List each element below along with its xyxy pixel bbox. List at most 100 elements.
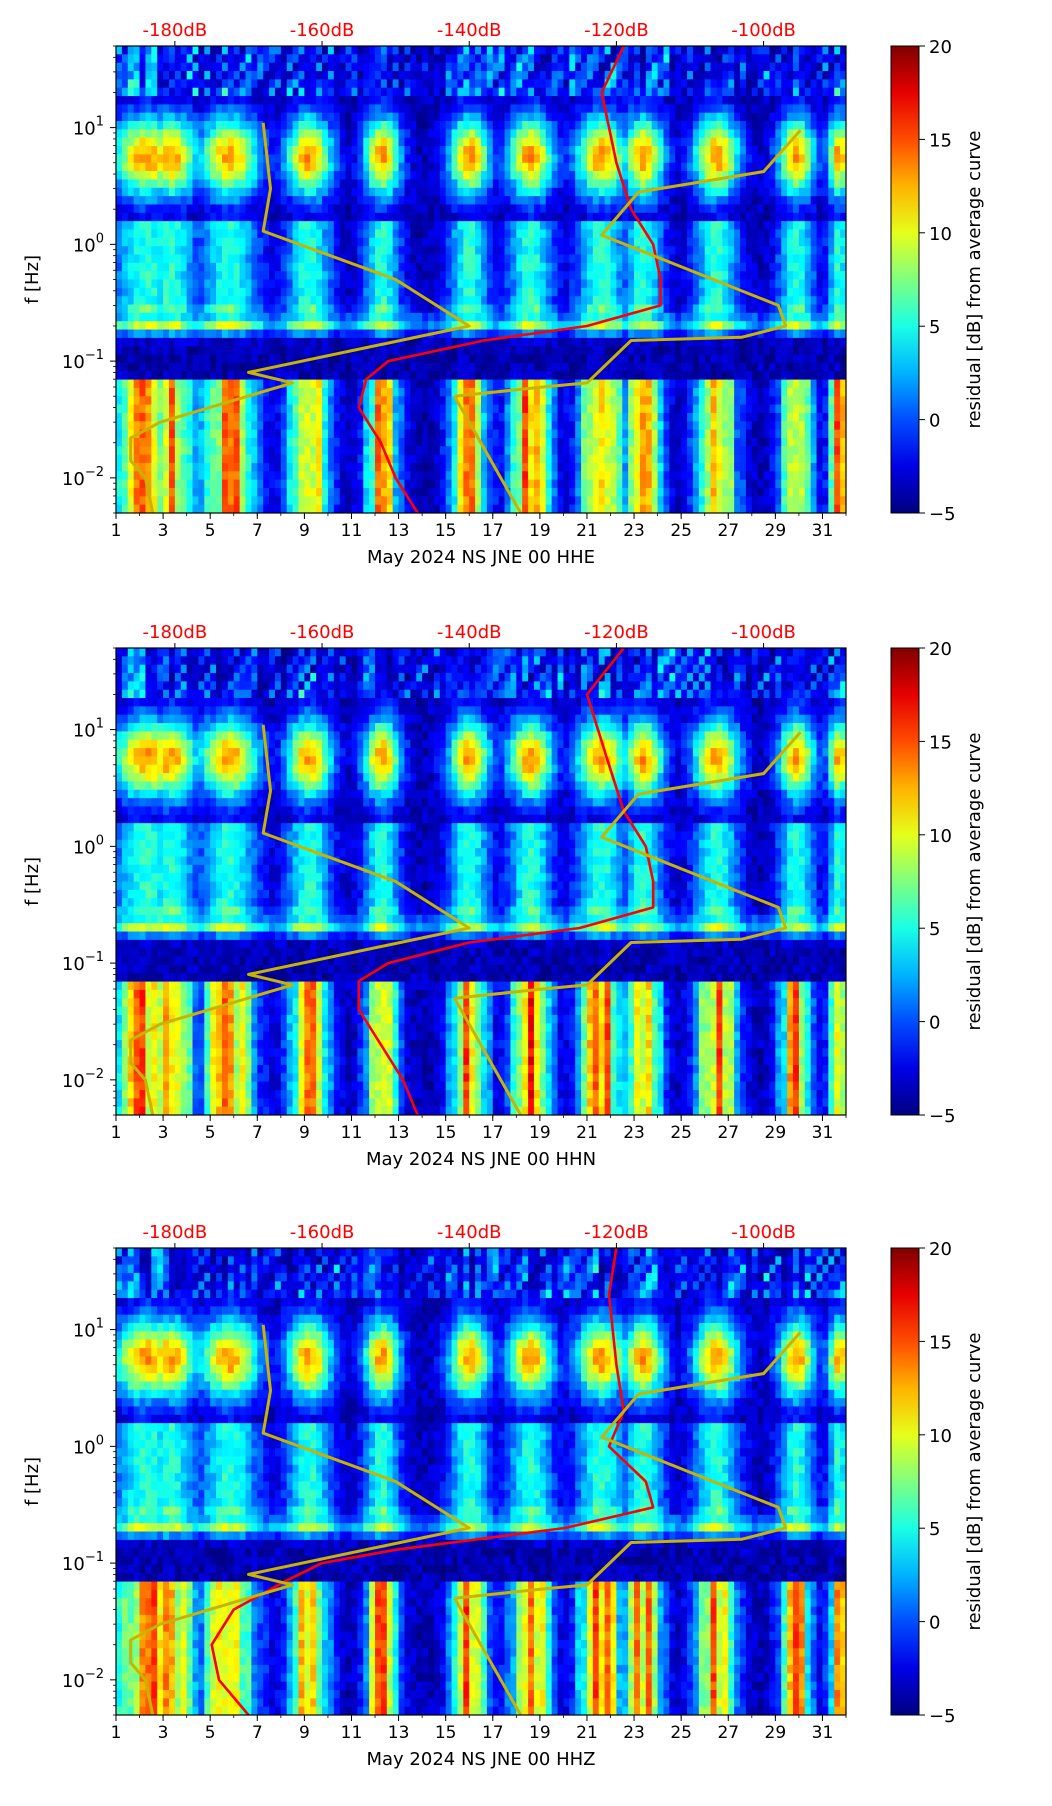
- top-db-label: -100dB: [731, 20, 796, 41]
- x-tick-label: 29: [765, 521, 787, 541]
- x-tick-label: 11: [341, 521, 363, 541]
- noise-model-curve-2: [454, 731, 802, 1000]
- y-tick-exponent: 1: [96, 717, 104, 732]
- y-tick-base: 10: [73, 1321, 96, 1342]
- colorbar-tick-label: 20: [929, 1239, 952, 1260]
- x-tick-label: 25: [670, 1123, 692, 1143]
- x-tick-label: 7: [252, 521, 263, 541]
- x-tick-label: 19: [529, 521, 551, 541]
- y-tick-label: 10−2: [62, 1667, 104, 1692]
- y-tick-label: 10−2: [62, 1067, 104, 1092]
- x-axis-label: May 2024 NS JNE 00 HHZ: [367, 1749, 596, 1770]
- y-tick-exponent: −1: [85, 1550, 104, 1565]
- y-tick-exponent: 0: [96, 231, 104, 246]
- x-tick-label: 23: [623, 521, 645, 541]
- colorbar-gradient: [890, 1247, 920, 1716]
- y-tick-label: 100: [73, 833, 104, 858]
- colorbar-tick-label: 10: [929, 1426, 952, 1447]
- x-tick-label: 7: [252, 1123, 263, 1143]
- x-tick-label: 17: [482, 521, 504, 541]
- curves: [129, 1248, 802, 1715]
- colorbar-tick-label: 20: [929, 639, 952, 660]
- x-tick-label: 1: [111, 1123, 122, 1143]
- y-tick-base: 10: [62, 1554, 85, 1575]
- top-db-label: -100dB: [731, 622, 796, 643]
- red-psd-curve: [210, 1248, 655, 1715]
- x-tick-label: 27: [717, 1123, 739, 1143]
- x-tick-label: 3: [158, 521, 169, 541]
- x-tick-label: 11: [341, 1123, 363, 1143]
- noise-model-curve-1: [129, 724, 471, 1115]
- y-tick-label: 10−2: [62, 465, 104, 490]
- x-tick-label: 29: [765, 1123, 787, 1143]
- x-tick-label: 7: [252, 1723, 263, 1743]
- colorbar-tick-label: 15: [929, 1332, 952, 1353]
- y-tick-base: 10: [73, 119, 96, 140]
- x-tick-label: 5: [205, 521, 216, 541]
- x-tick-label: 29: [765, 1723, 787, 1743]
- x-tick-label: 3: [158, 1723, 169, 1743]
- y-axis-label: f [Hz]: [22, 1457, 43, 1506]
- x-tick-label: 31: [812, 1123, 834, 1143]
- x-tick-label: 27: [717, 1723, 739, 1743]
- top-db-label: -160dB: [290, 1222, 355, 1243]
- top-db-label: -120dB: [584, 20, 649, 41]
- x-tick-label: 9: [299, 1123, 310, 1143]
- y-axis-label: f [Hz]: [22, 857, 43, 906]
- top-db-label: -140dB: [437, 1222, 502, 1243]
- red-psd-curve: [357, 46, 662, 513]
- colorbar: 20 15 10 5 0 −5 residual [dB] from average cur…: [890, 37, 985, 525]
- x-tick-label: 25: [670, 521, 692, 541]
- y-tick-label: 10−1: [62, 1550, 104, 1575]
- curves: [129, 648, 802, 1115]
- x-tick-label: 19: [529, 1123, 551, 1143]
- y-tick-label: 10−1: [62, 348, 104, 373]
- x-tick-label: 31: [812, 521, 834, 541]
- y-tick-base: 10: [62, 1071, 85, 1092]
- noise-model-curve-2: [454, 1331, 802, 1600]
- top-db-label: -180dB: [143, 1222, 208, 1243]
- y-tick-exponent: −2: [85, 1667, 104, 1682]
- top-db-label: -180dB: [143, 622, 208, 643]
- y-tick-label: 10−1: [62, 950, 104, 975]
- y-tick-base: 10: [62, 469, 85, 490]
- colorbar-tick-label: 10: [929, 224, 952, 245]
- y-tick-label: 101: [73, 1317, 104, 1342]
- top-db-label: -120dB: [584, 622, 649, 643]
- x-tick-label: 17: [482, 1123, 504, 1143]
- y-tick-base: 10: [73, 235, 96, 256]
- x-tick-label: 15: [435, 521, 457, 541]
- x-tick-label: 27: [717, 521, 739, 541]
- colorbar-label: residual [dB] from average curve: [964, 1332, 985, 1630]
- top-db-label: -120dB: [584, 1222, 649, 1243]
- y-tick-exponent: 0: [96, 1433, 104, 1448]
- top-db-label: -180dB: [143, 20, 208, 41]
- colorbar-tick-label: 20: [929, 37, 952, 58]
- top-db-label: -160dB: [290, 622, 355, 643]
- x-tick-label: 13: [388, 521, 410, 541]
- y-tick-exponent: −1: [85, 950, 104, 965]
- y-tick-label: 101: [73, 115, 104, 140]
- x-tick-label: 15: [435, 1723, 457, 1743]
- y-tick-label: 100: [73, 231, 104, 256]
- x-tick-label: 9: [299, 521, 310, 541]
- x-tick-label: 9: [299, 1723, 310, 1743]
- x-tick-label: 5: [205, 1123, 216, 1143]
- x-tick-label: 19: [529, 1723, 551, 1743]
- colorbar-tick-label: 5: [929, 317, 940, 338]
- colorbar-tick-label: 0: [929, 1013, 940, 1034]
- x-tick-label: 17: [482, 1723, 504, 1743]
- x-tick-label: 31: [812, 1723, 834, 1743]
- x-axis-label: May 2024 NS JNE 00 HHN: [366, 1149, 596, 1170]
- y-tick-base: 10: [62, 352, 85, 373]
- x-tick-label: 21: [576, 1723, 598, 1743]
- y-tick-label: 100: [73, 1433, 104, 1458]
- colorbar-gradient: [890, 647, 920, 1116]
- top-db-label: -160dB: [290, 20, 355, 41]
- x-tick-label: 21: [576, 1123, 598, 1143]
- colorbar: 20 15 10 5 0 −5 residual [dB] from average cur…: [890, 639, 985, 1127]
- colorbar-tick-label: 0: [929, 411, 940, 432]
